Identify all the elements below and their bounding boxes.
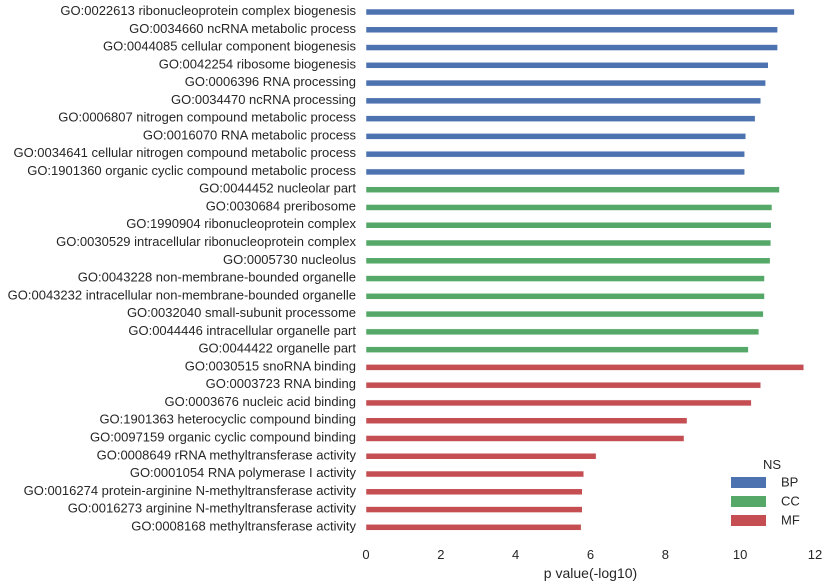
bar-mf (365, 399, 752, 407)
bar-mf (365, 364, 805, 371)
bar-cc (365, 204, 773, 211)
legend-label-mf: MF (781, 513, 800, 528)
bar-mf (365, 417, 688, 424)
category-label: GO:0034470 ncRNA processing (171, 92, 356, 107)
bar-cc (365, 328, 760, 336)
category-label: GO:0016273 arginine N-methyltransferase … (68, 501, 357, 516)
x-axis-title: p value(-log10) (544, 565, 637, 581)
category-label: GO:0030515 snoRNA binding (185, 358, 356, 373)
bars-layer (365, 8, 805, 531)
bar-bp (365, 8, 795, 16)
category-label: GO:0097159 organic cyclic compound bindi… (90, 429, 356, 444)
bar-mf (365, 524, 582, 531)
legend-swatch-mf (731, 515, 766, 526)
bar-bp (365, 97, 761, 105)
bar-cc (365, 275, 765, 282)
category-label: GO:0016070 RNA metabolic process (143, 127, 357, 142)
bar-bp (365, 133, 747, 140)
category-label: GO:1990904 ribonucleoprotein complex (126, 216, 356, 231)
category-label: GO:1901360 organic cyclic compound metab… (27, 163, 356, 178)
category-label: GO:0008168 methyltransferase activity (131, 518, 356, 533)
category-label: GO:0016274 protein-arginine N-methyltran… (24, 483, 357, 498)
category-label: GO:0003676 nucleic acid binding (164, 394, 356, 409)
x-tick-label: 2 (437, 547, 444, 562)
legend-swatch-bp (731, 477, 766, 488)
bar-bp (365, 79, 766, 87)
legend-label-bp: BP (781, 475, 798, 490)
category-label: GO:0043228 non-membrane-bounded organell… (78, 270, 356, 285)
category-label: GO:0008649 rRNA methyltransferase activi… (97, 447, 357, 462)
legend-label-cc: CC (781, 494, 800, 509)
x-tick-label: 12 (808, 547, 822, 562)
legend-swatch-cc (731, 496, 766, 507)
x-tick-label: 0 (362, 547, 369, 562)
bar-bp (365, 168, 745, 176)
category-labels: GO:0022613 ribonucleoprotein complex bio… (8, 3, 357, 533)
bar-mf (365, 488, 583, 496)
bar-mf (365, 435, 685, 442)
bar-cc (365, 239, 772, 247)
x-tick-label: 10 (733, 547, 747, 562)
category-label: GO:0034660 ncRNA metabolic process (129, 21, 356, 36)
category-label: GO:0005730 nucleolus (223, 252, 356, 267)
x-tick-label: 8 (662, 547, 669, 562)
bar-mf (365, 381, 761, 389)
bar-mf (365, 470, 585, 478)
bar-cc (365, 310, 764, 318)
x-tick-label: 4 (512, 547, 519, 562)
category-label: GO:0022613 ribonucleoprotein complex bio… (60, 3, 356, 18)
x-tick-label: 6 (587, 547, 594, 562)
bar-mf (365, 506, 583, 513)
category-label: GO:0030684 preribosome (206, 198, 356, 213)
bar-cc (365, 346, 749, 353)
category-label: GO:0001054 RNA polymerase I activity (130, 465, 357, 480)
category-label: GO:1901363 heterocyclic compound binding (99, 412, 356, 427)
category-label: GO:0044422 organelle part (198, 341, 356, 356)
legend-title: NS (763, 457, 781, 472)
bar-cc (365, 293, 765, 300)
bar-bp (365, 115, 756, 122)
category-label: GO:0043232 intracellular non-membrane-bo… (8, 287, 356, 302)
bar-bp (365, 150, 745, 158)
bar-bp (365, 26, 778, 34)
category-label: GO:0006396 RNA processing (185, 74, 356, 89)
bar-cc (365, 221, 772, 229)
category-label: GO:0044452 nucleolar part (199, 181, 356, 196)
x-axis: 0 2 4 6 8 10 12 (362, 547, 822, 562)
bar-cc (365, 186, 780, 193)
bar-cc (365, 257, 771, 265)
category-label: GO:0006807 nitrogen compound metabolic p… (58, 110, 356, 125)
bar-bp (365, 62, 769, 69)
bar-bp (365, 44, 778, 51)
category-label: GO:0030529 intracellular ribonucleoprote… (56, 234, 356, 249)
legend: NS BP CC MF (731, 457, 800, 528)
category-label: GO:0034641 cellular nitrogen compound me… (13, 145, 356, 160)
category-label: GO:0003723 RNA binding (206, 376, 356, 391)
category-label: GO:0042254 ribosome biogenesis (159, 56, 357, 71)
category-label: GO:0032040 small-subunit processome (127, 305, 356, 320)
category-label: GO:0044446 intracellular organelle part (128, 323, 356, 338)
bar-mf (365, 453, 597, 460)
category-label: GO:0044085 cellular component biogenesis (103, 39, 356, 54)
